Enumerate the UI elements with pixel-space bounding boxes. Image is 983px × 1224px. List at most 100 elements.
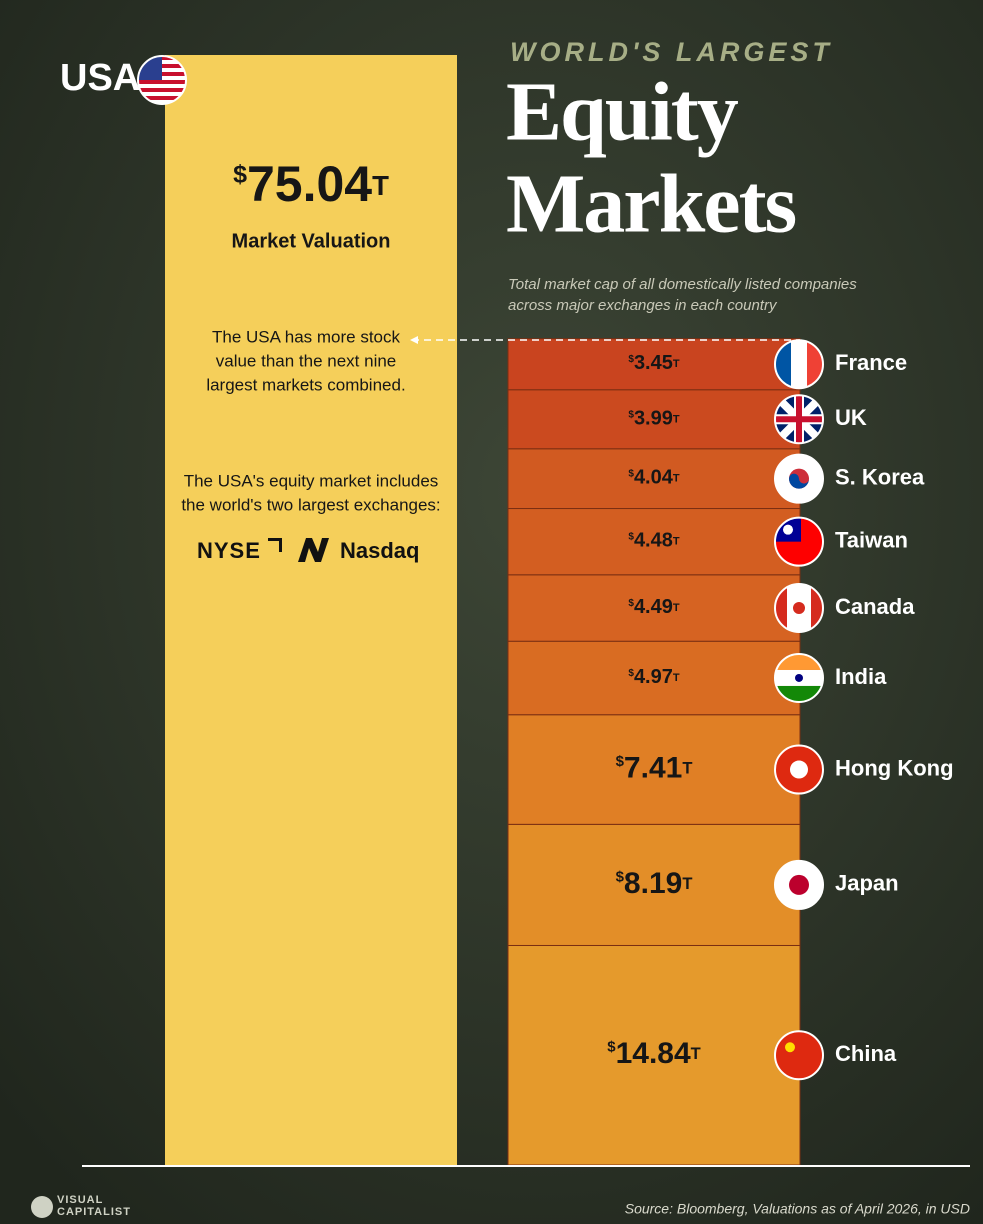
bar-segment xyxy=(507,338,801,391)
category-label: Canada xyxy=(835,594,915,619)
label-part: T xyxy=(673,672,680,684)
flag xyxy=(774,652,824,703)
label-part: T xyxy=(372,170,389,201)
flag xyxy=(774,744,824,795)
flag-part xyxy=(795,673,803,682)
flag xyxy=(774,394,824,445)
bar-segment xyxy=(507,944,801,1166)
category-label: France xyxy=(835,350,907,375)
flag xyxy=(774,1030,824,1081)
label-part: T xyxy=(691,1046,701,1064)
category-label: Taiwan xyxy=(835,527,908,552)
bar-segment xyxy=(507,448,801,510)
category-label: S. Korea xyxy=(835,464,925,489)
flag-part xyxy=(789,874,809,895)
subtitle-line: Total market cap of all domestically lis… xyxy=(508,276,857,293)
bar-segment xyxy=(507,508,801,576)
flag-part xyxy=(791,340,807,389)
flag xyxy=(774,859,824,910)
flag-ring xyxy=(774,339,824,390)
flag-ring xyxy=(774,652,824,703)
logo-nasdaq: Nasdaq xyxy=(340,538,419,563)
value-label: $4.97T xyxy=(628,666,680,688)
annotation-line: value than the next nine xyxy=(216,351,397,370)
brand-icon xyxy=(31,1196,53,1218)
usa-flag xyxy=(137,55,187,105)
brand: VISUAL xyxy=(57,1194,103,1206)
flag-part xyxy=(783,524,793,535)
label-part: $ xyxy=(628,531,634,542)
flag-part xyxy=(775,1031,823,1080)
value-label: $7.41T xyxy=(616,751,693,784)
value-label: $8.19T xyxy=(616,867,693,900)
leader-caption: Market Valuation xyxy=(232,230,391,252)
label-part: 3.99 xyxy=(634,408,673,430)
annotation-line: The USA has more stock xyxy=(212,327,401,346)
label-part: 4.97 xyxy=(634,666,673,688)
flag-body xyxy=(775,454,823,503)
label-part: T xyxy=(673,413,680,425)
pointer-arrow xyxy=(410,336,418,344)
nasdaq-mark xyxy=(298,538,329,562)
flag xyxy=(774,583,824,634)
flag-part xyxy=(793,602,805,615)
label-part: 7.41 xyxy=(624,751,682,784)
label-part: 4.04 xyxy=(634,467,674,489)
value-label: $14.84T xyxy=(607,1037,701,1070)
brand: CAPITALIST xyxy=(57,1206,131,1218)
value-label: $4.48T xyxy=(628,530,680,552)
label-part: $ xyxy=(616,753,625,770)
label-part: 8.19 xyxy=(624,867,682,900)
source: Source: Bloomberg, Valuations as of Apri… xyxy=(625,1201,970,1217)
annotation-line: the world's two largest exchanges: xyxy=(181,495,440,514)
bar-segment xyxy=(507,714,801,825)
flag-ring xyxy=(774,516,824,567)
annotation-line: largest markets combined. xyxy=(206,375,405,394)
label-part: $ xyxy=(233,160,247,188)
label-part: $ xyxy=(628,468,634,479)
leader-name: USA xyxy=(60,57,140,99)
title-line: Equity xyxy=(506,65,739,158)
kicker: WORLD'S LARGEST xyxy=(510,37,833,67)
label-part: $ xyxy=(628,598,634,609)
flag-ring xyxy=(774,583,824,634)
category-label: India xyxy=(835,664,887,689)
label-part: $ xyxy=(628,668,634,679)
label-part: T xyxy=(682,760,692,778)
flag-body xyxy=(775,745,823,794)
value-label: $4.49T xyxy=(628,596,680,618)
value-label: $3.45T xyxy=(628,353,680,375)
flag-part xyxy=(796,395,802,444)
subtitle-line: across major exchanges in each country xyxy=(508,297,778,314)
label-part: T xyxy=(673,536,680,548)
label-part: $ xyxy=(628,354,634,365)
label-part: 14.84 xyxy=(616,1037,691,1070)
label-part: T xyxy=(673,602,680,614)
bar-segment xyxy=(507,389,801,450)
leader-value-label: $75.04T xyxy=(233,156,389,212)
label-part: 3.45 xyxy=(634,353,673,375)
flag-part xyxy=(785,1042,795,1053)
label-part: $ xyxy=(607,1039,616,1056)
flag-ring xyxy=(774,453,824,504)
annotations: The USA has more stock value than the nex… xyxy=(181,327,440,514)
label-part: T xyxy=(673,358,680,370)
leader-bar xyxy=(165,55,457,1165)
flag xyxy=(774,516,824,567)
value-label: $3.99T xyxy=(628,408,680,430)
label-part: 75.04 xyxy=(247,156,372,212)
flag-part xyxy=(789,473,809,489)
flag-body xyxy=(775,1031,823,1080)
flag xyxy=(774,339,824,390)
category-label: UK xyxy=(835,405,867,430)
category-label: Japan xyxy=(835,871,899,896)
label-part: 4.48 xyxy=(634,530,673,552)
category-label: China xyxy=(835,1041,897,1066)
flag-ring xyxy=(774,394,824,445)
bar-segment xyxy=(507,574,801,642)
title-line: Markets xyxy=(506,157,796,250)
flag xyxy=(774,453,824,504)
flag-body xyxy=(775,860,823,909)
value-label: $4.04T xyxy=(628,467,680,489)
